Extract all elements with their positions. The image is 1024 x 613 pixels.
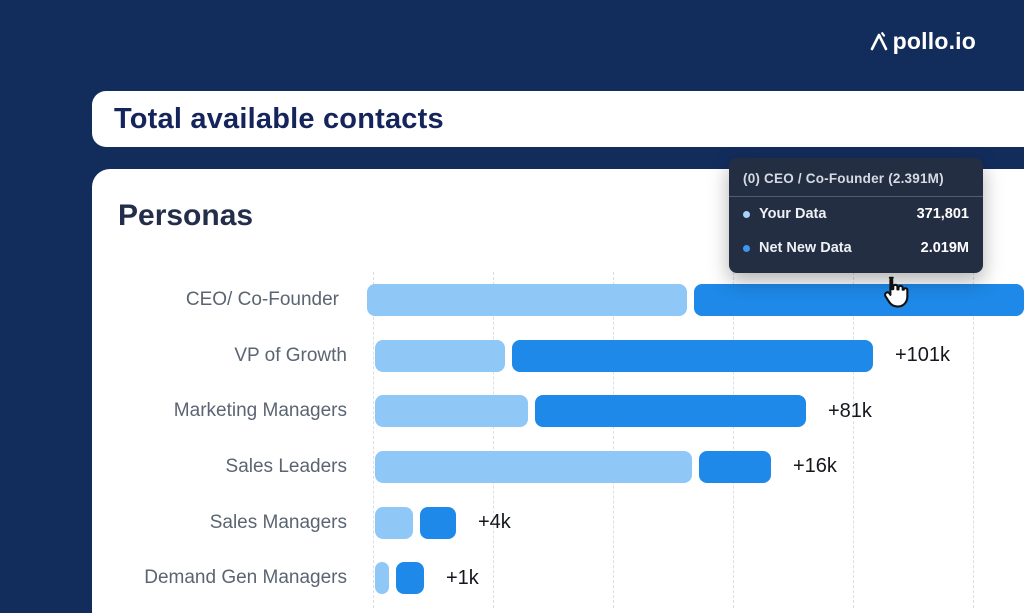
tooltip-row-your-data: Your Data 371,801 [729, 197, 983, 231]
your-data-bar[interactable] [375, 562, 389, 595]
tooltip-label: Net New Data [759, 240, 852, 256]
category-label: Sales Leaders [225, 455, 347, 477]
your-data-bar[interactable] [375, 506, 413, 539]
apollo-logo-wordmark: pollo.io [892, 28, 976, 54]
chart-rows: CEO/ Co-Founder VP of Growth +101k Marketin… [0, 272, 1024, 606]
your-data-bar[interactable] [375, 395, 528, 428]
category-label: Demand Gen Managers [144, 567, 347, 589]
net-new-data-bar[interactable] [694, 283, 1024, 316]
your-data-bar[interactable] [367, 283, 687, 316]
chart-row: Sales Managers +4k [0, 495, 1024, 551]
chart-row: Demand Gen Managers +1k [0, 550, 1024, 606]
net-new-data-bar[interactable] [420, 506, 456, 539]
your-data-bar[interactable] [375, 450, 692, 483]
tooltip-label: Your Data [759, 206, 827, 222]
panel-title: Personas [118, 199, 254, 232]
net-new-data-bar[interactable] [512, 339, 873, 372]
net-new-annotation: +101k [895, 344, 951, 366]
tooltip-title: (0) CEO / Co-Founder (2.391M) [729, 158, 983, 197]
tooltip-row-net-new-data: Net New Data 2.019M [729, 231, 983, 265]
net-new-data-bar[interactable] [535, 395, 806, 428]
your-data-legend-dot-icon [743, 210, 750, 218]
chart-row: Sales Leaders +16k [0, 439, 1024, 495]
tooltip-value: 2.019M [920, 240, 969, 256]
chart-row: CEO/ Co-Founder [0, 272, 1024, 328]
category-label: VP of Growth [234, 344, 347, 366]
net-new-data-bar[interactable] [699, 450, 771, 483]
apollo-logo-icon [870, 31, 887, 50]
net-new-annotation: +4k [478, 511, 511, 534]
category-label: Sales Managers [209, 511, 347, 533]
category-label: Marketing Managers [173, 400, 347, 422]
chart-row: Marketing Managers +81k [0, 383, 1024, 439]
chart-row: VP of Growth +101k [0, 328, 1024, 384]
page-title: Total available contacts [114, 102, 444, 135]
net-new-data-bar[interactable] [396, 562, 424, 595]
net-new-annotation: +1k [446, 566, 479, 589]
tooltip-value: 371,801 [916, 206, 969, 222]
category-label: CEO/ Co-Founder [185, 288, 339, 310]
net-new-data-legend-dot-icon [743, 244, 750, 252]
apollo-logo: pollo.io [868, 28, 976, 55]
net-new-annotation: +81k [828, 399, 872, 422]
title-banner: Total available contacts [92, 91, 1024, 147]
net-new-annotation: +16k [793, 455, 837, 478]
your-data-bar[interactable] [375, 339, 505, 372]
chart-tooltip: (0) CEO / Co-Founder (2.391M) Your Data … [729, 158, 983, 273]
